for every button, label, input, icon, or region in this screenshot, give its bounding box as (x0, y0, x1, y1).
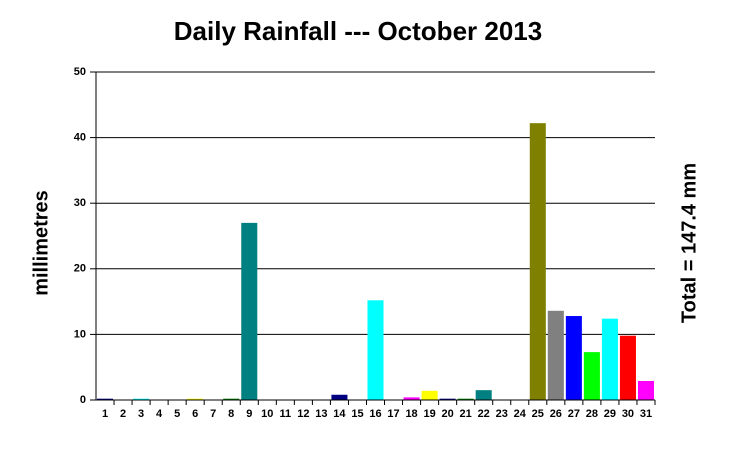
x-tick-label: 22 (478, 408, 490, 420)
x-tick-label: 1 (102, 408, 108, 420)
x-tick-label: 21 (460, 408, 472, 420)
x-tick-label: 14 (333, 408, 346, 420)
x-tick-label: 10 (261, 408, 273, 420)
x-tick-label: 17 (387, 408, 399, 420)
x-tick-label: 9 (246, 408, 252, 420)
x-tick-label: 30 (622, 408, 634, 420)
bar (637, 380, 654, 400)
x-tick-label: 15 (351, 408, 363, 420)
x-tick-label: 12 (297, 408, 309, 420)
chart-title: Daily Rainfall --- October 2013 (174, 16, 542, 46)
bar (439, 398, 456, 400)
x-tick-label: 8 (228, 408, 234, 420)
bar (133, 398, 150, 400)
x-tick-label: 11 (280, 408, 292, 420)
bar (97, 398, 114, 400)
x-tick-label: 25 (532, 408, 544, 420)
x-tick-label: 31 (640, 408, 652, 420)
total-annotation: Total = 147.4 mm (678, 163, 700, 323)
x-tick-label: 4 (156, 408, 163, 420)
x-tick-label: 29 (604, 408, 616, 420)
bar (241, 222, 258, 400)
bar (565, 316, 582, 400)
x-tick-label: 19 (423, 408, 435, 420)
x-tick-label: 7 (210, 408, 216, 420)
x-tick-label: 24 (514, 408, 527, 420)
y-tick-label: 40 (74, 132, 86, 144)
bar (619, 335, 636, 400)
x-tick-label: 6 (192, 408, 198, 420)
x-tick-label: 23 (496, 408, 508, 420)
x-tick-label: 13 (315, 408, 327, 420)
bar (547, 310, 564, 400)
x-tick-label: 28 (586, 408, 598, 420)
bar (421, 390, 438, 400)
bar (457, 398, 474, 400)
bar (331, 394, 348, 400)
x-tick-label: 18 (405, 408, 417, 420)
bar (475, 390, 492, 400)
y-tick-label: 0 (80, 394, 86, 406)
bar (601, 318, 618, 400)
bar (367, 300, 384, 400)
y-tick-label: 20 (74, 263, 86, 275)
bar (187, 398, 204, 400)
x-tick-label: 16 (369, 408, 381, 420)
x-tick-label: 5 (174, 408, 180, 420)
bar (223, 398, 240, 400)
bar (583, 352, 600, 400)
bar (529, 123, 546, 400)
y-tick-label: 10 (74, 328, 86, 340)
x-tick-label: 3 (138, 408, 144, 420)
y-tick-label: 50 (74, 66, 86, 78)
x-tick-label: 26 (550, 408, 562, 420)
x-tick-label: 20 (442, 408, 454, 420)
x-tick-label: 27 (568, 408, 580, 420)
y-tick-label: 30 (74, 197, 86, 209)
y-axis-label: millimetres (30, 190, 52, 296)
bar (403, 397, 420, 400)
x-tick-label: 2 (120, 408, 126, 420)
